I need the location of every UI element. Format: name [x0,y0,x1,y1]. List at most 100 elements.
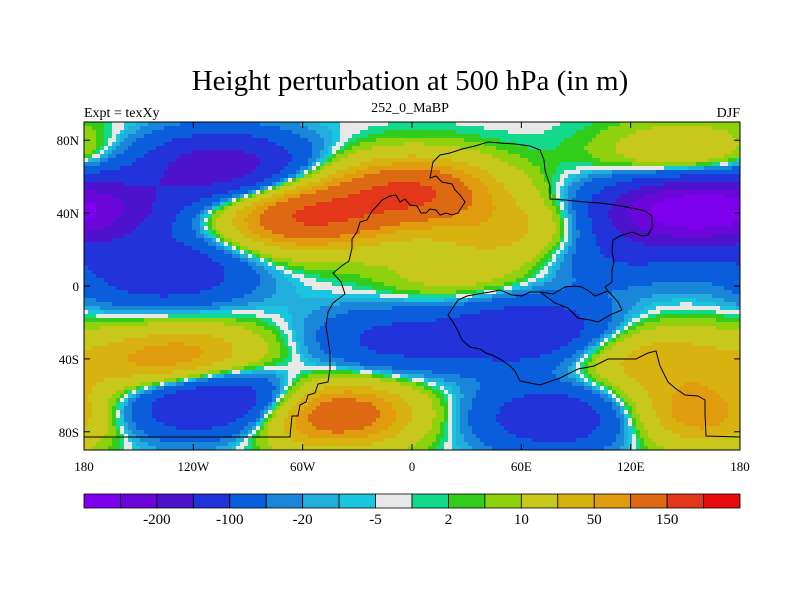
field-cell [660,218,665,223]
field-cell [628,158,633,163]
field-cell [400,178,405,183]
field-cell [156,186,161,191]
field-cell [600,174,605,179]
field-cell [504,214,509,219]
field-cell [576,226,581,231]
field-cell [212,190,217,195]
field-cell [136,170,141,175]
field-cell [296,162,301,167]
field-cell [328,186,333,191]
field-cell [524,126,529,131]
field-cell [312,138,317,143]
field-cell [468,134,473,139]
field-cell [628,138,633,143]
field-cell [124,218,129,223]
field-cell [188,166,193,171]
field-cell [416,182,421,187]
field-cell [116,158,121,163]
field-cell [244,130,249,135]
field-cell [452,122,457,127]
field-cell [648,166,653,171]
field-cell [344,134,349,139]
field-cell [144,186,149,191]
field-cell [528,158,533,163]
field-cell [728,130,733,135]
field-cell [256,226,261,231]
field-cell [516,146,521,151]
field-cell [92,142,97,147]
field-cell [416,122,421,127]
field-cell [368,230,373,235]
field-cell [428,206,433,211]
field-cell [372,214,377,219]
field-cell [96,166,101,171]
field-cell [556,186,561,191]
field-cell [352,190,357,195]
field-cell [676,126,681,131]
field-cell [728,234,733,239]
field-cell [316,126,321,131]
field-cell [200,194,205,199]
field-cell [292,222,297,227]
field-cell [620,190,625,195]
field-cell [672,178,677,183]
field-cell [388,198,393,203]
field-cell [208,186,213,191]
field-cell [356,162,361,167]
field-cell [632,222,637,227]
field-cell [536,122,541,127]
field-cell [596,122,601,127]
field-cell [524,158,529,163]
field-cell [224,234,229,239]
field-cell [568,134,573,139]
field-cell [236,194,241,199]
field-cell [656,142,661,147]
field-cell [172,222,177,227]
field-cell [144,214,149,219]
field-cell [212,242,217,247]
field-cell [380,238,385,243]
field-cell [568,154,573,159]
field-cell [156,226,161,231]
field-cell [576,206,581,211]
field-cell [612,158,617,163]
field-cell [312,170,317,175]
field-cell [664,218,669,223]
field-cell [84,190,89,195]
field-cell [480,150,485,155]
field-cell [180,226,185,231]
field-cell [476,190,481,195]
field-cell [144,210,149,215]
field-cell [196,178,201,183]
field-cell [572,226,577,231]
field-cell [604,178,609,183]
field-cell [556,198,561,203]
field-cell [560,150,565,155]
field-cell [692,178,697,183]
field-cell [560,238,565,243]
field-cell [504,126,509,131]
field-cell [208,138,213,143]
field-cell [220,214,225,219]
field-cell [664,198,669,203]
field-cell [564,182,569,187]
field-cell [712,202,717,207]
field-cell [420,146,425,151]
field-cell [552,146,557,151]
field-cell [360,210,365,215]
field-cell [404,226,409,231]
field-cell [688,226,693,231]
field-cell [456,126,461,131]
field-cell [520,158,525,163]
field-cell [696,182,701,187]
field-cell [228,170,233,175]
field-cell [284,182,289,187]
field-cell [728,154,733,159]
field-cell [444,134,449,139]
field-cell [692,214,697,219]
field-cell [700,146,705,151]
field-cell [388,182,393,187]
field-cell [340,206,345,211]
field-cell [412,150,417,155]
field-cell [356,234,361,239]
